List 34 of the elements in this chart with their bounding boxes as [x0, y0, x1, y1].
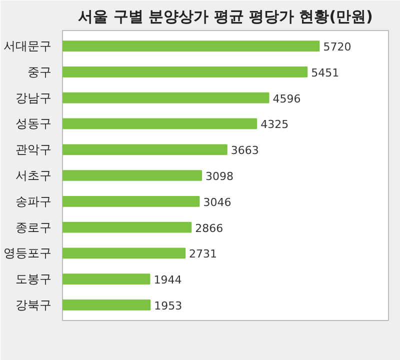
data-label: 5451	[311, 66, 340, 80]
bar	[62, 300, 151, 310]
bar	[62, 92, 270, 104]
bar	[62, 222, 192, 233]
y-tick-label: 도봉구	[16, 272, 52, 286]
bar	[62, 170, 202, 181]
data-label: 4325	[260, 118, 289, 132]
data-label: 3046	[203, 196, 232, 209]
data-label: 4596	[272, 92, 301, 106]
bar	[62, 66, 308, 78]
bar	[62, 118, 258, 130]
bar	[62, 196, 200, 207]
bar	[62, 248, 186, 259]
bar	[62, 274, 150, 284]
y-tick-label: 관악구	[16, 142, 52, 157]
data-label: 1953	[154, 299, 182, 312]
y-tick-label: 강남구	[16, 90, 52, 105]
y-tick-label: 서대문구	[4, 39, 52, 54]
data-label: 5720	[323, 40, 352, 54]
data-label: 3663	[230, 144, 259, 158]
data-label: 2866	[195, 222, 224, 235]
y-tick-label: 종로구	[16, 220, 52, 234]
data-label: 2731	[189, 248, 218, 261]
data-label: 1944	[154, 274, 182, 287]
y-tick-label: 성동구	[16, 116, 52, 131]
bar	[62, 144, 228, 156]
y-tick-label: 송파구	[16, 194, 52, 208]
y-tick-label: 서초구	[16, 168, 52, 182]
y-tick-label: 중구	[28, 64, 52, 79]
bar	[62, 40, 320, 52]
data-label: 3098	[206, 170, 234, 183]
y-tick-label: 영등포구	[4, 246, 52, 260]
y-tick-label: 강북구	[16, 298, 52, 312]
chart-title: 서울 구별 분양상가 평균 평당가 현황(만원)	[78, 8, 373, 26]
